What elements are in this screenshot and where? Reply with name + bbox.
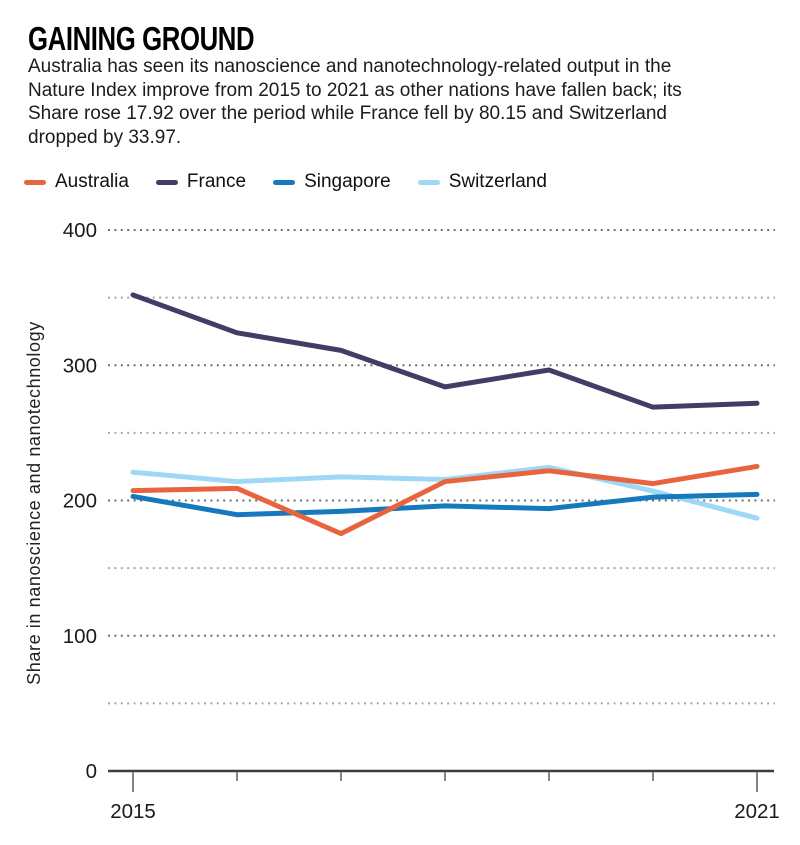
legend: Australia France Singapore Switzerland: [24, 171, 547, 193]
description-line-3: Share rose 17.92 over the period while F…: [28, 103, 667, 124]
y-tick-label: 100: [63, 625, 97, 648]
legend-label: Singapore: [304, 171, 391, 192]
series-line-singapore: [130, 491, 760, 518]
legend-label: France: [186, 171, 247, 192]
legend-item-singapore: Singapore: [273, 171, 391, 193]
chart-title: GAINING GROUND: [28, 20, 255, 57]
y-tick-label: 0: [86, 760, 97, 783]
y-tick-label: 200: [63, 490, 97, 513]
description-line-4: dropped by 33.97.: [28, 126, 182, 148]
y-tick-label: 400: [63, 219, 97, 242]
series-line-france: [130, 292, 760, 410]
legend-swatch-icon: [273, 179, 296, 185]
legend-swatch-icon: [417, 179, 440, 185]
legend-swatch-icon: [24, 179, 46, 185]
series-line-australia: [130, 463, 760, 537]
x-tick-label: 2021: [734, 800, 780, 823]
legend-item-switzerland: Switzerland: [417, 171, 547, 193]
description-line-2: Nature Index improve from 2015 to 2021 a…: [28, 79, 682, 101]
legend-swatch-icon: [155, 179, 178, 185]
chart-description: Australia has seen its nanoscience and n…: [28, 55, 682, 149]
legend-label: Switzerland: [448, 171, 547, 192]
legend-item-france: France: [155, 171, 247, 193]
legend-label: Australia: [55, 171, 129, 192]
legend-item-australia: Australia: [24, 171, 129, 193]
description-line-1: Australia has seen its nanoscience and n…: [28, 56, 672, 77]
y-tick-label: 300: [63, 354, 97, 377]
x-tick-label: 2015: [110, 800, 156, 823]
y-axis-title: Share in nanoscience and nanotechnology: [24, 321, 44, 685]
